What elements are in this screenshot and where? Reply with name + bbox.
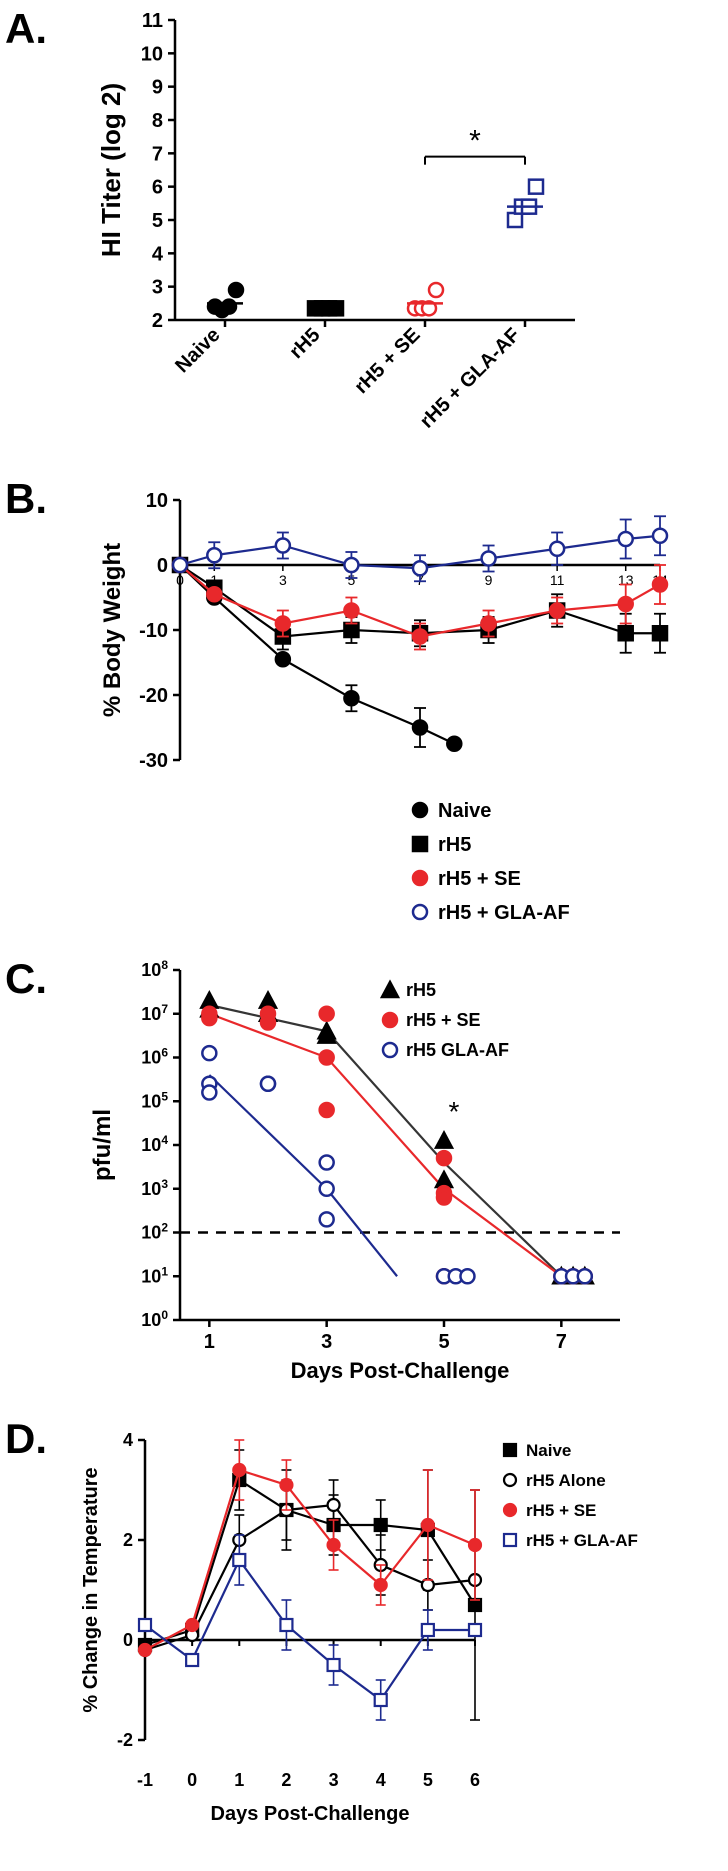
svg-text:rH5: rH5 <box>438 834 471 856</box>
chart-c-svg: 100 101 102 103 104 105 106 107 108 1 3 5 7 pfu/ml Day… <box>0 950 728 1410</box>
svg-text:0: 0 <box>176 572 184 588</box>
svg-text:0: 0 <box>123 1630 133 1650</box>
chart-d-svg: -2 0 2 4 -1 0 1 2 3 4 5 6 % Change in Temperature Day… <box>0 1410 728 1866</box>
svg-text:rH5 + GLA-AF: rH5 + GLA-AF <box>438 902 570 924</box>
svg-text:4: 4 <box>376 1770 386 1790</box>
svg-text:3: 3 <box>329 1770 339 1790</box>
panel-d-label: D. <box>5 1415 47 1463</box>
svg-text:-2: -2 <box>117 1730 133 1750</box>
panel-c: C. 100 101 102 103 104 105 106 107 108 1 3 5 7 pfu/ml… <box>0 950 728 1410</box>
svg-text:rH5: rH5 <box>406 980 436 1000</box>
svg-text:5: 5 <box>423 1770 433 1790</box>
svg-text:5: 5 <box>152 210 163 232</box>
svg-text:% Change in Temperature: % Change in Temperature <box>80 1467 102 1712</box>
svg-text:3: 3 <box>279 572 287 588</box>
svg-text:rH5 + SE: rH5 + SE <box>438 868 521 890</box>
svg-text:0: 0 <box>187 1770 197 1790</box>
chart-a-svg: 2 3 4 5 6 7 8 9 10 11 HI Titer (log 2) Naive rH5 rH5 … <box>0 0 728 470</box>
svg-text:Days Post-Challenge: Days Post-Challenge <box>291 1358 510 1383</box>
svg-text:HI Titer (log 2): HI Titer (log 2) <box>96 83 126 257</box>
svg-text:0: 0 <box>157 555 168 577</box>
panel-c-label: C. <box>5 955 47 1003</box>
svg-text:11: 11 <box>142 10 163 32</box>
svg-text:5: 5 <box>438 1331 449 1353</box>
svg-text:-10: -10 <box>139 620 168 642</box>
svg-text:100: 100 <box>141 1308 168 1330</box>
panel-b-label: B. <box>5 475 47 523</box>
svg-text:2: 2 <box>123 1530 133 1550</box>
svg-text:rH5: rH5 <box>285 324 324 363</box>
svg-text:1: 1 <box>204 1331 215 1353</box>
svg-text:3: 3 <box>321 1331 332 1353</box>
svg-text:pfu/ml: pfu/ml <box>89 1109 116 1181</box>
svg-text:-20: -20 <box>139 685 168 707</box>
svg-text:rH5 Alone: rH5 Alone <box>526 1471 606 1490</box>
svg-text:4: 4 <box>152 243 164 265</box>
svg-text:108: 108 <box>141 958 168 980</box>
svg-text:-1: -1 <box>137 1770 153 1790</box>
svg-text:4: 4 <box>123 1430 133 1450</box>
svg-text:1: 1 <box>234 1770 244 1790</box>
svg-text:-30: -30 <box>139 750 168 772</box>
svg-text:rH5 + GLA-AF: rH5 + GLA-AF <box>526 1531 638 1550</box>
svg-text:rH5 + SE: rH5 + SE <box>350 324 424 398</box>
svg-text:10: 10 <box>141 43 163 65</box>
svg-text:rH5 + SE: rH5 + SE <box>526 1501 596 1520</box>
svg-text:*: * <box>449 1096 460 1127</box>
svg-text:9: 9 <box>485 572 493 588</box>
svg-text:3: 3 <box>152 277 163 299</box>
svg-text:102: 102 <box>141 1221 168 1243</box>
svg-text:rH5 + SE: rH5 + SE <box>406 1010 481 1030</box>
svg-text:7: 7 <box>556 1331 567 1353</box>
panel-d: D. -2 0 2 4 -1 0 1 2 3 4 5 6 % Change in Temperature… <box>0 1410 728 1866</box>
svg-text:2: 2 <box>152 310 163 332</box>
svg-text:8: 8 <box>152 110 163 132</box>
svg-text:105: 105 <box>141 1089 168 1111</box>
svg-text:9: 9 <box>152 77 163 99</box>
svg-text:106: 106 <box>141 1046 168 1068</box>
chart-b-svg: -30-20-10010013579111314% Body WeightNai… <box>0 470 728 950</box>
svg-text:Days Post-Challenge: Days Post-Challenge <box>211 1803 410 1825</box>
svg-text:Naive: Naive <box>526 1441 571 1460</box>
svg-text:103: 103 <box>141 1177 168 1199</box>
svg-text:Naive: Naive <box>171 324 224 377</box>
panel-a-label: A. <box>5 5 47 53</box>
svg-text:*: * <box>469 125 481 158</box>
svg-text:Naive: Naive <box>438 800 491 822</box>
svg-text:7: 7 <box>152 143 163 165</box>
svg-text:101: 101 <box>141 1264 168 1286</box>
svg-text:6: 6 <box>470 1770 480 1790</box>
svg-text:% Body Weight: % Body Weight <box>99 543 126 717</box>
panel-a: A. 2 3 4 5 6 7 8 9 10 11 HI Titer (log 2) Naive rH5 r… <box>0 0 728 470</box>
svg-text:11: 11 <box>550 572 565 588</box>
svg-text:6: 6 <box>152 177 163 199</box>
svg-text:104: 104 <box>141 1133 168 1155</box>
svg-text:10: 10 <box>146 490 168 512</box>
svg-text:107: 107 <box>141 1002 168 1024</box>
svg-text:2: 2 <box>281 1770 291 1790</box>
svg-text:rH5 GLA-AF: rH5 GLA-AF <box>406 1040 509 1060</box>
panel-b: B. -30-20-10010013579111314% Body Weight… <box>0 470 728 950</box>
svg-text:rH5 + GLA-AF: rH5 + GLA-AF <box>416 324 525 433</box>
